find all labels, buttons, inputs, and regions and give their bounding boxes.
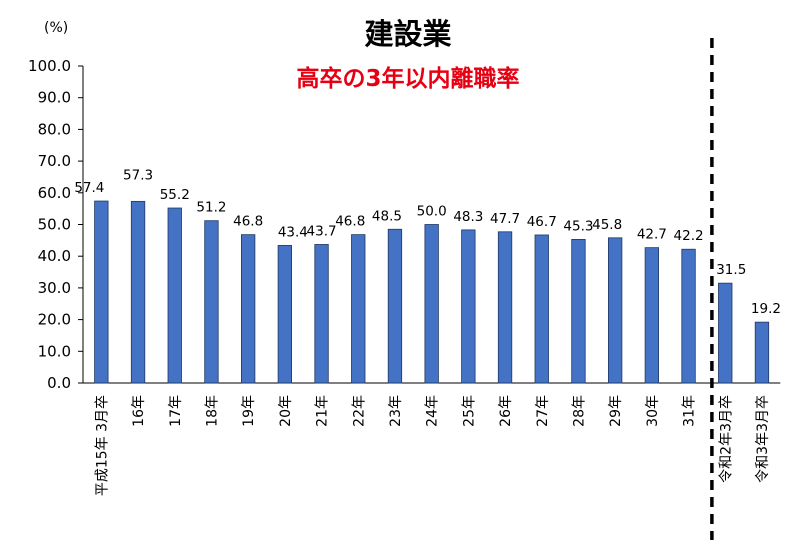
- x-tick-label: 20年: [278, 395, 294, 427]
- x-tick-label: 26年: [498, 395, 514, 427]
- x-tick-label: 25年: [461, 395, 477, 427]
- value-labels: 57.457.355.251.246.843.443.746.8 48.5 50.0…: [74, 167, 781, 317]
- bar-value-label: 47.7: [490, 211, 520, 227]
- bar-value-label: 48.3: [453, 209, 483, 225]
- x-tick-label: 令和3年3月卒: [755, 395, 771, 483]
- bar: [167, 207, 182, 384]
- x-tick-label: 22年: [351, 395, 367, 427]
- bar: [130, 200, 146, 384]
- bar-value-label: 51.2: [196, 200, 226, 216]
- x-tick-label: 31年: [682, 395, 698, 427]
- bar-value-label: 43.7: [307, 223, 337, 239]
- bar-value-label: 19.2: [751, 301, 781, 317]
- bar-value-label: 45.3: [563, 218, 593, 234]
- bar: [424, 224, 439, 384]
- bar: [240, 234, 256, 384]
- y-tick-label: 10.0: [38, 342, 71, 360]
- x-tick-label: 30年: [645, 395, 661, 427]
- y-tick-label: 80.0: [38, 120, 71, 138]
- bar-value-label: 57.3: [123, 167, 153, 183]
- bar: [497, 231, 513, 384]
- y-tick-label: 40.0: [38, 247, 71, 265]
- bar: [608, 237, 623, 384]
- bar-value-label: 42.7: [637, 227, 667, 243]
- bar: [754, 321, 770, 384]
- y-tick-label: 100.0: [28, 57, 71, 75]
- bar: [351, 234, 366, 384]
- y-tick-label: 90.0: [38, 89, 71, 107]
- bar-value-label: 46.8: [335, 214, 365, 230]
- bar: [204, 220, 219, 384]
- bar: [461, 229, 476, 384]
- bar: [571, 238, 586, 384]
- bars: [94, 200, 770, 384]
- y-axis-ticks: 0.0 10.0 20.0 30.0 40.0 50.0 60.0 70.0 80.0 90.0 1…: [28, 57, 83, 392]
- x-tick-label: 28年: [571, 395, 587, 427]
- bar: [94, 200, 109, 384]
- x-tick-label: 令和2年3月卒: [718, 395, 734, 483]
- chart-title: 建設業: [364, 17, 451, 51]
- bar: [681, 248, 696, 384]
- bar: [644, 247, 659, 384]
- bar: [277, 245, 293, 384]
- y-tick-label: 20.0: [38, 311, 71, 329]
- x-tick-label: 29年: [608, 395, 624, 427]
- bar-value-label: 46.8: [233, 214, 263, 230]
- bar: [534, 234, 549, 384]
- chart-subtitle: 高卒の3年以内離職率: [296, 65, 519, 92]
- bar: [314, 244, 329, 384]
- y-tick-label: 70.0: [38, 152, 71, 170]
- bar-value-label: 43.4: [278, 224, 308, 240]
- x-tick-label: 27年: [535, 395, 551, 427]
- y-axis-unit: (%): [44, 20, 68, 36]
- bar: [718, 282, 733, 384]
- bar-value-label: 31.5: [716, 262, 746, 278]
- y-tick-label: 0.0: [47, 374, 71, 392]
- x-axis-labels: 平成15年 3月卒 16年 17年 18年 19年 20年 21年 22年 23年 24年 25年 2…: [94, 395, 771, 496]
- bar-value-label: 45.8: [592, 217, 622, 233]
- x-tick-label: 19年: [241, 395, 257, 427]
- x-tick-label: 17年: [168, 395, 184, 427]
- y-tick-label: 60.0: [38, 184, 71, 202]
- x-tick-label: 24年: [425, 395, 441, 427]
- bar: [387, 228, 403, 384]
- bar-value-label: 42.2: [674, 228, 704, 244]
- x-tick-label: 21年: [315, 395, 331, 427]
- bar-value-label: 55.2: [160, 187, 190, 203]
- x-tick-label: 23年: [388, 395, 404, 427]
- bar-value-label: 57.4: [74, 180, 104, 196]
- x-tick-label: 平成15年 3月卒: [94, 395, 110, 496]
- y-tick-label: 30.0: [38, 279, 71, 297]
- bar-value-label: 48.5: [372, 208, 402, 224]
- x-tick-label: 16年: [131, 395, 147, 427]
- bar-value-label: 50.0: [417, 204, 447, 220]
- bar-value-label: 46.7: [527, 214, 557, 230]
- x-tick-label: 18年: [204, 395, 220, 427]
- y-tick-label: 50.0: [38, 216, 71, 234]
